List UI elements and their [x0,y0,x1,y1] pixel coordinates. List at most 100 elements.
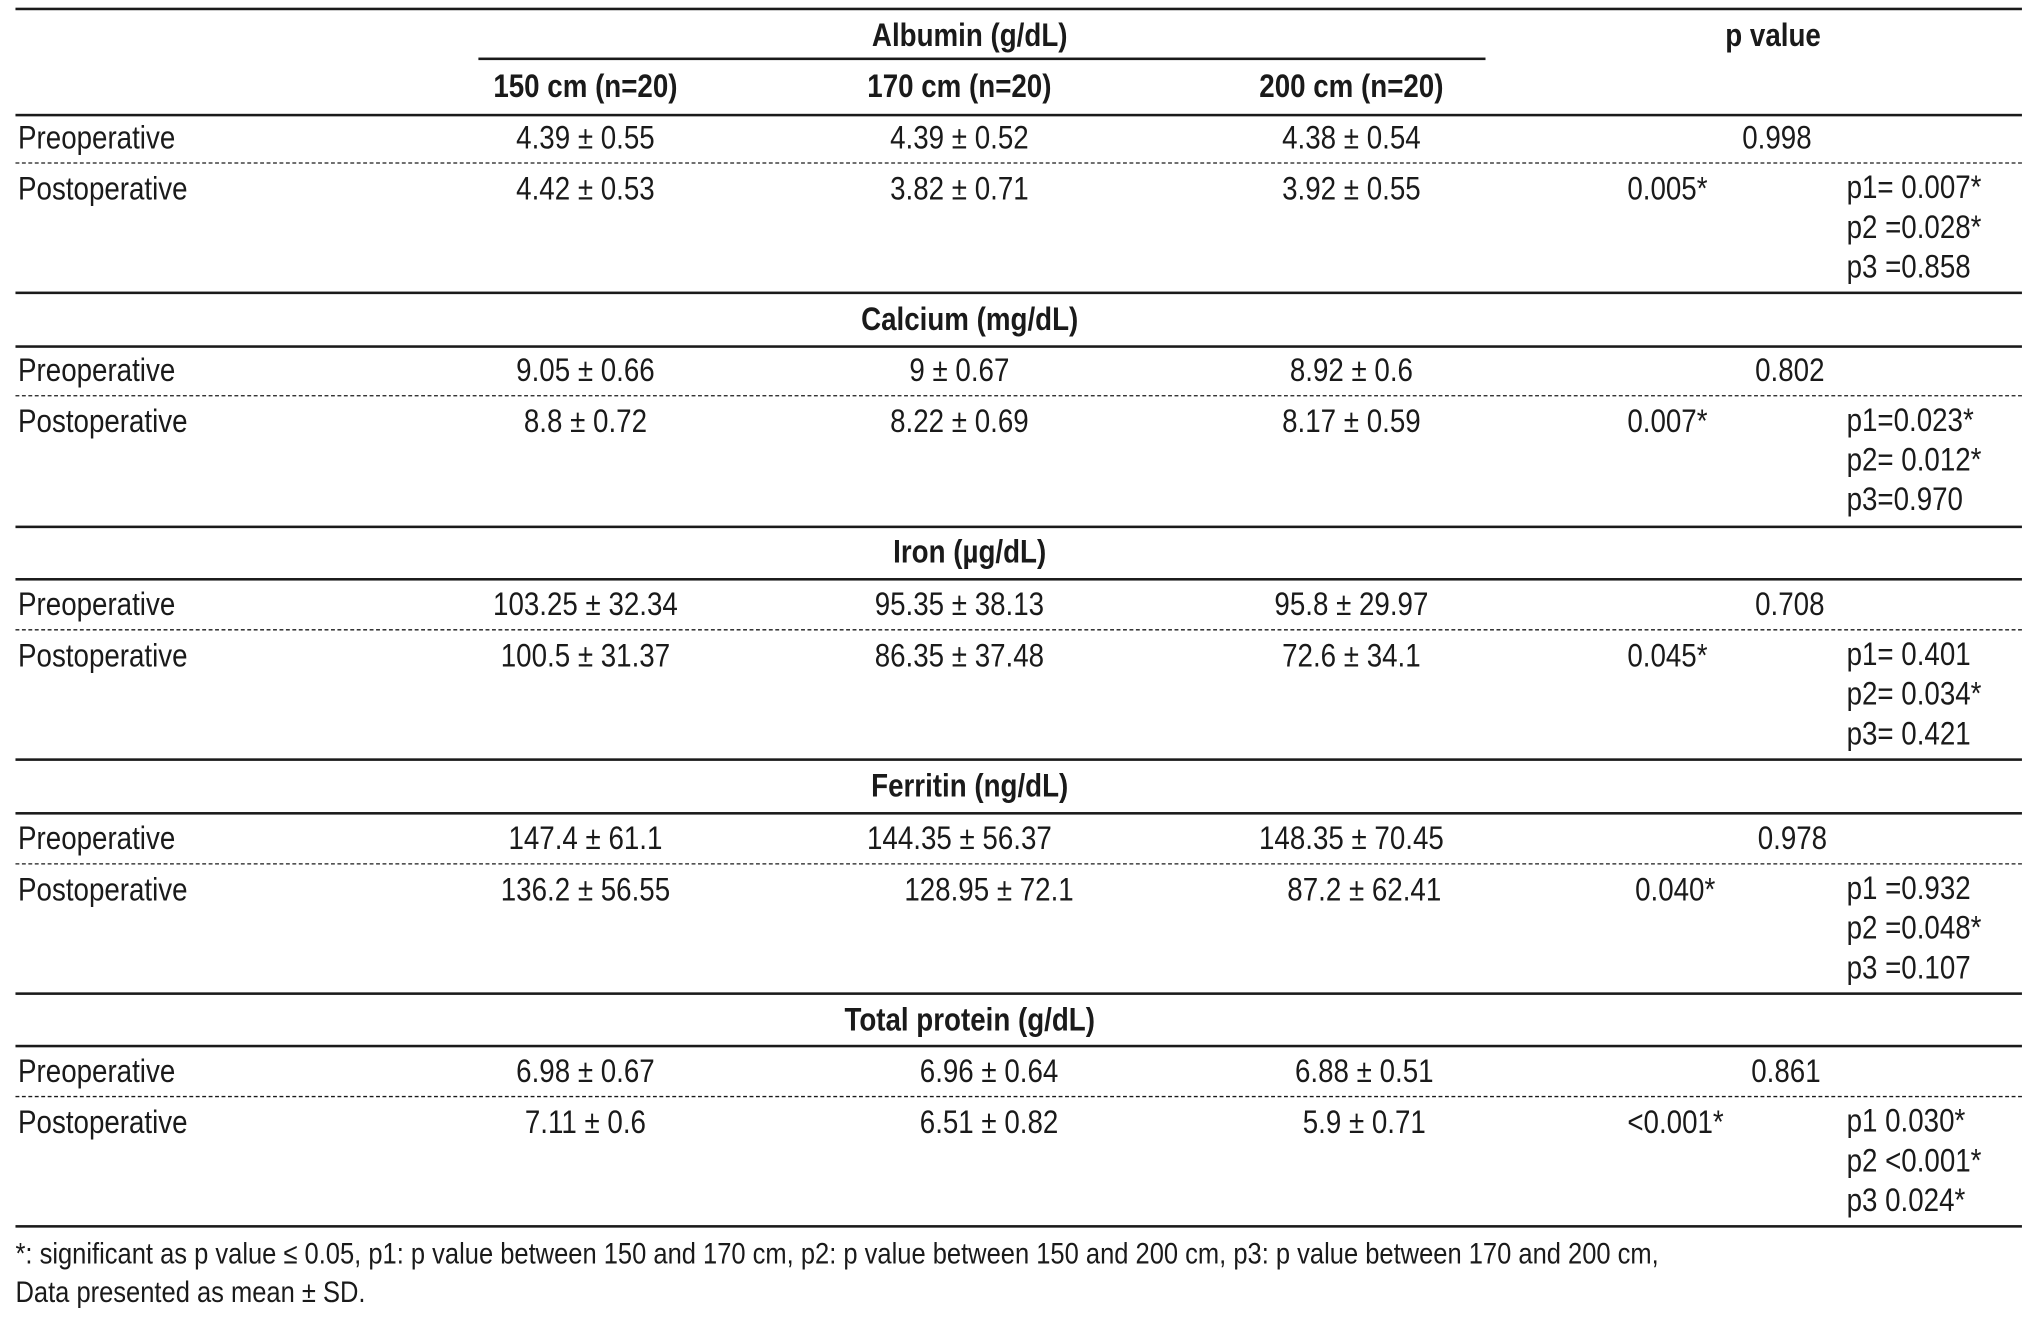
row-label: Preoperative [18,820,176,857]
header-bottom-rule [15,113,2022,117]
row-divider [15,863,2022,865]
section-rule [15,525,2022,529]
row-divider [15,395,2022,397]
table-cell: 3.92 ± 0.55 [1282,171,1421,208]
row-label: Postoperative [18,171,188,208]
pairwise-p2: p2= 0.012* [1846,442,1982,479]
table-cell: 95.8 ± 29.97 [1274,586,1429,623]
p-value-cell: 0.802 [1755,352,1825,389]
pairwise-p1: p1= 0.007* [1846,170,1982,206]
section-heading-ferritin: Ferritin (ng/dL) [871,768,1069,805]
row-label: Postoperative [18,872,188,908]
table-cell: 8.22 ± 0.69 [890,404,1029,440]
pairwise-p-values: p1 0.030* p2 <0.001* p3 0.024* [1847,1102,1982,1221]
row-label: Postoperative [18,404,188,440]
table-cell: 95.35 ± 38.13 [874,586,1045,623]
table-cell: 6.88 ± 0.51 [1295,1053,1434,1090]
p-value-cell: 0.978 [1757,820,1828,857]
section-heading-calcium: Calcium (mg/dL) [861,301,1079,338]
table-cell: 9.05 ± 0.66 [516,352,655,389]
row-label: Preoperative [18,120,176,157]
row-label: Preoperative [18,1053,176,1090]
section-rule [15,578,2022,581]
pairwise-p1: p1 =0.932 [1846,870,1971,907]
section-rule [15,291,2022,295]
table-cell: 9 ± 0.67 [909,352,1010,389]
section-rule [15,345,2022,348]
table-cell: 136.2 ± 56.55 [500,872,671,908]
pairwise-p3: p3=0.970 [1846,482,1963,518]
table-cell: 148.35 ± 70.45 [1258,820,1444,857]
table-cell: 103.25 ± 32.34 [493,586,678,623]
pairwise-p2: p2 =0.048* [1846,910,1982,947]
table-cell: 128.95 ± 72.1 [904,872,1074,908]
table-cell: 6.96 ± 0.64 [919,1053,1059,1090]
pairwise-p3: p3= 0.421 [1846,716,1971,752]
pairwise-p2: p2= 0.034* [1846,676,1982,713]
p-value-cell: 0.005* [1627,171,1708,208]
table-cell: 8.92 ± 0.6 [1289,352,1413,389]
section-heading-total-protein: Total protein (g/dL) [844,1002,1095,1039]
pairwise-p-values: p1=0.023* p2= 0.012* p3=0.970 [1847,402,1982,521]
table-cell: 8.17 ± 0.59 [1282,404,1421,440]
table-cell: 4.38 ± 0.54 [1282,120,1421,157]
p-value-cell: 0.998 [1742,120,1812,157]
table-cell: 4.42 ± 0.53 [516,171,655,208]
row-label: Postoperative [18,1104,188,1141]
p-value-cell: <0.001* [1627,1104,1724,1141]
pairwise-p-values: p1= 0.007* p2 =0.028* p3 =0.858 [1847,169,1982,288]
col-150cm-header: 150 cm (n=20) [493,69,678,105]
table-cell: 4.39 ± 0.52 [890,120,1029,157]
pairwise-p-values: p1= 0.401 p2= 0.034* p3= 0.421 [1847,636,1982,755]
table-footnote-data: Data presented as mean ± SD. [15,1274,366,1309]
section-rule [15,758,2022,761]
row-divider [15,162,2022,164]
table-top-rule [15,7,2022,11]
pairwise-p2: p2 =0.028* [1846,209,1982,246]
row-divider [15,1095,2022,1098]
albumin-header-rule [478,57,1486,61]
section-heading-iron: Iron (µg/dL) [893,534,1047,571]
col-170cm-header: 170 cm (n=20) [867,69,1052,105]
p-value-cell: 0.040* [1635,872,1716,908]
table-cell: 5.9 ± 0.71 [1302,1104,1426,1141]
p-value-cell: 0.045* [1627,638,1708,674]
table-cell: 4.39 ± 0.55 [516,120,655,157]
col-200cm-header: 200 cm (n=20) [1259,69,1444,105]
p-value-cell: 0.861 [1751,1053,1821,1090]
section-rule [15,992,2022,995]
albumin-group-heading: Albumin (g/dL) [871,17,1068,54]
section-rule [15,812,2022,815]
table-cell: 6.51 ± 0.82 [919,1104,1059,1141]
table-cell: 3.82 ± 0.71 [890,171,1029,208]
pairwise-p3: p3 =0.858 [1846,249,1971,286]
section-rule [15,1044,2022,1048]
p-value-cell: 0.007* [1627,404,1708,440]
table-cell: 8.8 ± 0.72 [523,404,647,440]
pairwise-p-values: p1 =0.932 p2 =0.048* p3 =0.107 [1847,870,1982,989]
pairwise-p2: p2 <0.001* [1846,1143,1982,1180]
table-cell: 87.2 ± 62.41 [1287,872,1442,908]
pairwise-p1: p1= 0.401 [1846,636,1971,673]
table-cell: 86.35 ± 37.48 [874,638,1045,674]
table-cell: 72.6 ± 34.1 [1282,638,1421,674]
p-value-cell: 0.708 [1755,586,1825,623]
table-cell: 100.5 ± 31.37 [500,638,671,674]
row-divider [15,629,2022,631]
table-footnote-significance: *: significant as p value ≤ 0.05, p1: p … [15,1236,1659,1270]
table-cell: 147.4 ± 61.1 [508,820,663,857]
pairwise-p3: p3 0.024* [1846,1182,1966,1219]
row-label: Preoperative [18,586,176,623]
pairwise-p1: p1 0.030* [1846,1103,1966,1140]
table-cell: 7.11 ± 0.6 [524,1104,646,1141]
table-bottom-rule [15,1225,2022,1228]
p-value-heading: p value [1725,17,1821,54]
table-cell: 6.98 ± 0.67 [516,1053,655,1090]
pairwise-p3: p3 =0.107 [1846,950,1971,986]
table-cell: 144.35 ± 56.37 [866,820,1052,857]
pairwise-p1: p1=0.023* [1846,402,1974,439]
row-label: Preoperative [18,352,176,389]
row-label: Postoperative [18,638,188,674]
